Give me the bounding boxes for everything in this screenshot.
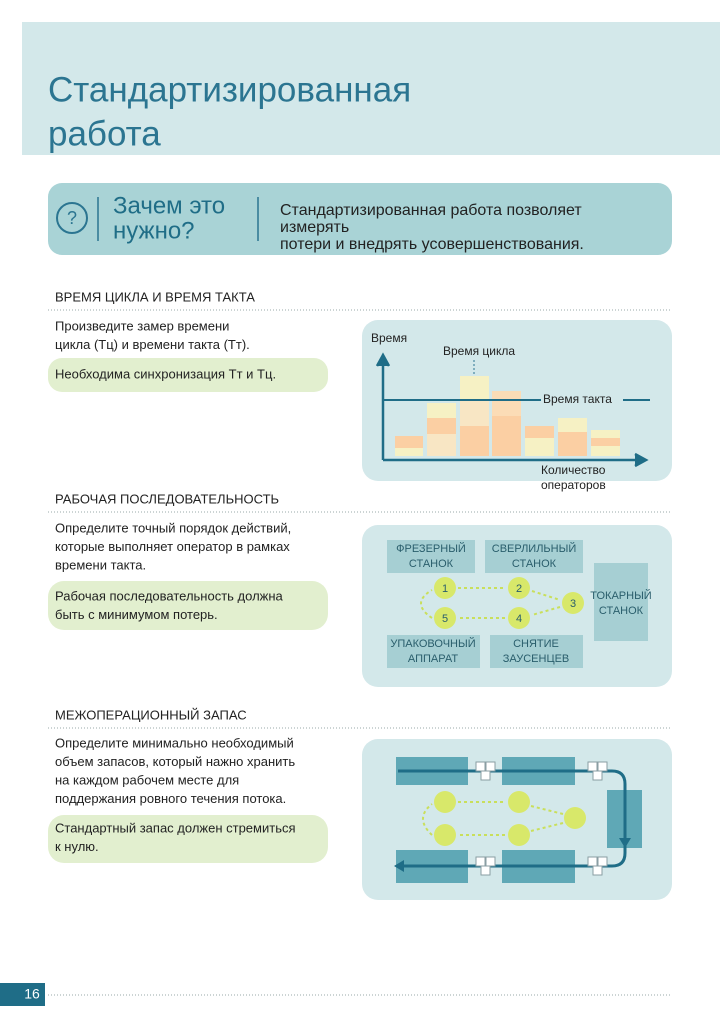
title: работа (48, 114, 161, 153)
station-label: ФРЕЗЕРНЫЙ (396, 542, 466, 555)
why-question: нужно? (113, 217, 195, 244)
section-heading: МЕЖОПЕРАЦИОННЫЙ ЗАПАС (55, 707, 247, 722)
axis-label: операторов (541, 478, 606, 492)
section-heading: ВРЕМЯ ЦИКЛА И ВРЕМЯ ТАКТА (55, 289, 255, 304)
station-label: СНЯТИЕ (513, 638, 559, 650)
why-question: Зачем это (113, 192, 225, 219)
station-label: СТАНОК (409, 558, 454, 570)
note-box (48, 358, 328, 392)
label-bg (541, 392, 623, 408)
bars-illustration (395, 376, 620, 456)
station-label: ТОКАРНЫЙ (590, 589, 651, 602)
section-text: Определите точный порядок действий, (55, 520, 291, 535)
title: Стандартизированная (48, 70, 411, 109)
flow-arrows (420, 587, 561, 619)
step-label: 5 (442, 613, 448, 625)
why-box (48, 183, 672, 255)
section-text: поддержания ровного течения потока. (55, 791, 286, 806)
step-label: 4 (516, 613, 522, 625)
stations (387, 540, 648, 668)
section-text: Произведите замер времени (55, 318, 229, 333)
station-label: СВЕРЛИЛЬНЫЙ (492, 542, 577, 555)
section-text: Определите минимально необходимый (55, 735, 294, 750)
section-note: к нулю. (55, 839, 99, 854)
page-number: 16 (24, 986, 40, 1002)
section-text: которые выполняет оператор в рамках (55, 539, 290, 554)
cycle-label: Время цикла (443, 344, 515, 358)
page-number-box (0, 983, 45, 1006)
note-box (48, 815, 328, 863)
section-note: быть с минимумом потерь. (55, 607, 218, 622)
step-label: 2 (516, 583, 522, 595)
axis-label: Количество (541, 463, 606, 477)
step (508, 577, 530, 599)
section-text: объем запасов, который нажно хранить (55, 754, 295, 769)
station-label: СТАНОК (512, 558, 557, 570)
axis-label: Время (371, 331, 407, 345)
header-band (22, 22, 720, 155)
station-label: ЗАУСЕНЦЕВ (503, 653, 570, 665)
section-text: времени такта. (55, 557, 146, 572)
why-answer: Стандартизированная работа позволяет (280, 202, 582, 219)
step (434, 607, 456, 629)
flow-path (398, 769, 627, 868)
section-note: Рабочая последовательность должна (55, 588, 284, 603)
step-label: 3 (570, 598, 576, 610)
arrow-head (394, 860, 404, 872)
section-heading: РАБОЧАЯ ПОСЛЕДОВАТЕЛЬНОСТЬ (55, 491, 279, 506)
note-box (48, 581, 328, 630)
section-text: цикла (Тц) и времени такта (Тт). (55, 337, 250, 352)
why-answer: измерять (280, 219, 349, 236)
section-note: Необходима синхронизация Тт и Тц. (55, 366, 276, 381)
step-label: 1 (442, 583, 448, 595)
question-icon-label: ? (67, 208, 77, 228)
stock-cubes (475, 761, 608, 876)
station-label: УПАКОВОЧНЫЙ (390, 637, 475, 650)
section-text: на каждом рабочем месте для (55, 772, 239, 787)
takt-label: Время такта (543, 392, 612, 406)
step (434, 577, 456, 599)
section-note: Стандартный запас должен стремиться (55, 820, 296, 835)
operators (434, 791, 586, 846)
step (508, 607, 530, 629)
why-answer: потери и внедрять усовершенствования. (280, 236, 584, 253)
question-icon (56, 202, 88, 234)
arrow-head (619, 838, 631, 848)
axes (375, 352, 649, 468)
station-label: СТАНОК (599, 605, 644, 617)
step (562, 592, 584, 614)
station-label: АППАРАТ (408, 653, 458, 665)
flow-arrows (422, 801, 564, 836)
